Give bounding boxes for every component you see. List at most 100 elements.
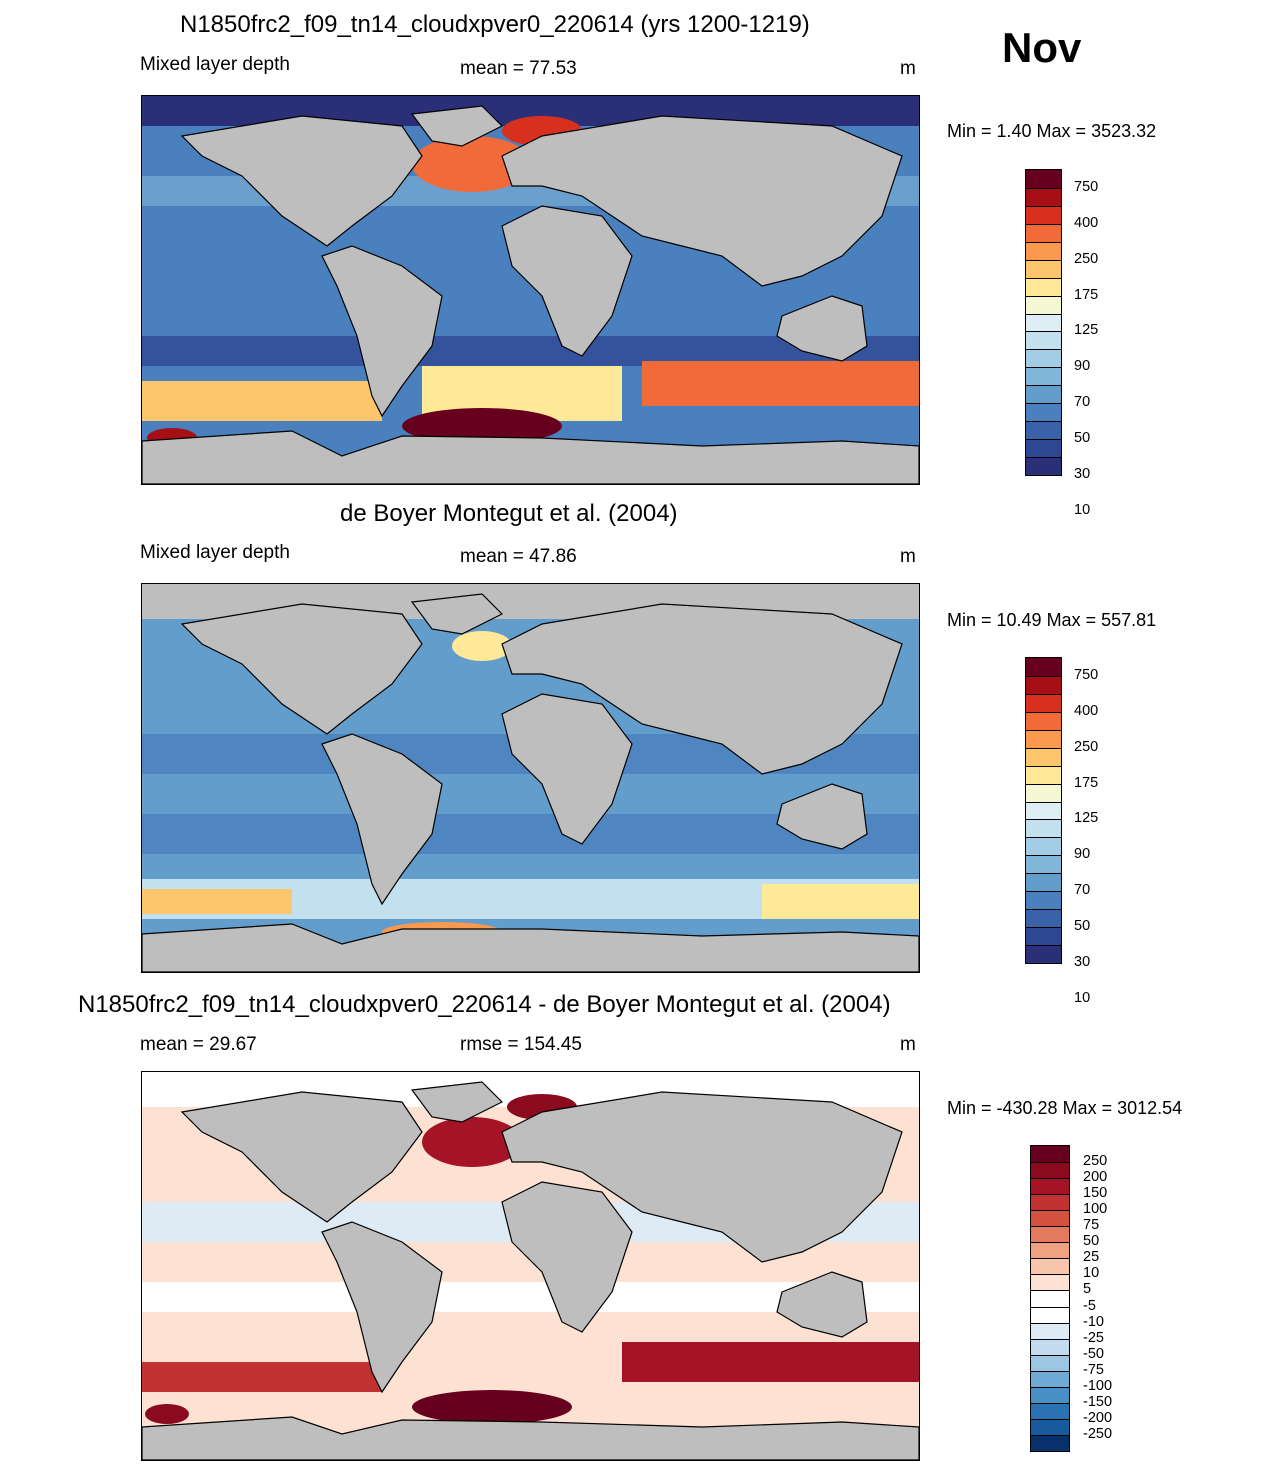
colorbar-tick-label: 250 bbox=[1074, 250, 1099, 267]
colorbar-tick-label: 125 bbox=[1074, 810, 1099, 827]
panel-3-unit-label: m bbox=[900, 1034, 916, 1055]
colorbar-swatch bbox=[1031, 1258, 1069, 1275]
panel-2-title: de Boyer Montegut et al. (2004) bbox=[340, 500, 678, 527]
colorbar-swatch bbox=[1026, 259, 1061, 278]
colorbar-tick-label: -25 bbox=[1083, 1329, 1104, 1346]
colorbar-swatch bbox=[1026, 819, 1061, 838]
panel-3-colorbar bbox=[1030, 1145, 1070, 1452]
panel-2-minmax: Min = 10.49 Max = 557.81 bbox=[947, 610, 1157, 630]
panel-3-map bbox=[141, 1071, 920, 1461]
colorbar-swatch bbox=[1026, 711, 1061, 730]
colorbar-tick-label: 10 bbox=[1074, 501, 1091, 518]
colorbar-tick-label: 75 bbox=[1083, 1217, 1100, 1234]
panel-3-mean-label: mean = 29.67 bbox=[140, 1034, 257, 1055]
colorbar-tick-label: 125 bbox=[1074, 322, 1099, 339]
colorbar-swatch bbox=[1031, 1386, 1069, 1403]
colorbar-swatch bbox=[1026, 403, 1061, 422]
colorbar-swatch bbox=[1026, 891, 1061, 910]
colorbar-swatch bbox=[1026, 367, 1061, 386]
colorbar-tick-label: 50 bbox=[1083, 1233, 1100, 1250]
colorbar-swatch bbox=[1026, 313, 1061, 332]
colorbar-swatch bbox=[1026, 801, 1061, 820]
colorbar-swatch bbox=[1026, 873, 1061, 892]
panel-2-colorbar bbox=[1025, 657, 1062, 964]
panel-1-minmax: Min = 1.40 Max = 3523.32 bbox=[947, 121, 1157, 141]
colorbar-swatch bbox=[1026, 693, 1061, 712]
colorbar-tick-label: -200 bbox=[1083, 1409, 1113, 1426]
colorbar-swatch bbox=[1026, 205, 1061, 224]
colorbar-tick-label: 90 bbox=[1074, 846, 1091, 863]
colorbar-tick-label: 50 bbox=[1074, 430, 1091, 447]
panel-2-map bbox=[141, 583, 920, 973]
panel-1-map bbox=[141, 95, 920, 485]
panel-1-title: N1850frc2_f09_tn14_cloudxpver0_220614 (y… bbox=[180, 11, 810, 38]
colorbar-swatch bbox=[1031, 1290, 1069, 1307]
colorbar-tick-label: 150 bbox=[1083, 1185, 1108, 1202]
colorbar-swatch bbox=[1026, 349, 1061, 368]
colorbar-swatch bbox=[1026, 277, 1061, 296]
colorbar-swatch bbox=[1031, 1338, 1069, 1355]
colorbar-swatch bbox=[1031, 1210, 1069, 1227]
colorbar-swatch bbox=[1031, 1146, 1069, 1163]
colorbar-tick-label: 200 bbox=[1083, 1169, 1108, 1186]
colorbar-tick-label: 50 bbox=[1074, 918, 1091, 935]
colorbar-swatch bbox=[1026, 837, 1061, 856]
colorbar-swatch bbox=[1026, 729, 1061, 748]
colorbar-tick-label: 175 bbox=[1074, 774, 1099, 791]
colorbar-swatch bbox=[1026, 457, 1061, 475]
colorbar-swatch bbox=[1026, 909, 1061, 928]
colorbar-swatch bbox=[1031, 1354, 1069, 1371]
colorbar-swatch bbox=[1026, 783, 1061, 802]
colorbar-swatch bbox=[1031, 1402, 1069, 1419]
colorbar-tick-label: 750 bbox=[1074, 666, 1099, 683]
colorbar-swatch bbox=[1031, 1162, 1069, 1179]
panel-2-unit-label: m bbox=[900, 546, 916, 567]
colorbar-swatch bbox=[1026, 945, 1061, 963]
colorbar-swatch bbox=[1026, 385, 1061, 404]
colorbar-swatch bbox=[1026, 421, 1061, 440]
colorbar-tick-label: -75 bbox=[1083, 1361, 1104, 1378]
colorbar-swatch bbox=[1026, 747, 1061, 766]
colorbar-swatch bbox=[1026, 675, 1061, 694]
panel-1-mean-label: mean = 77.53 bbox=[460, 58, 577, 79]
colorbar-swatch bbox=[1031, 1242, 1069, 1259]
colorbar-swatch bbox=[1031, 1322, 1069, 1339]
colorbar-tick-label: 750 bbox=[1074, 178, 1099, 195]
colorbar-tick-label: -10 bbox=[1083, 1313, 1104, 1330]
panel-3-rmse-label: rmse = 154.45 bbox=[460, 1034, 582, 1055]
colorbar-tick-label: 30 bbox=[1074, 954, 1091, 970]
colorbar-tick-label: 70 bbox=[1074, 394, 1091, 411]
colorbar-swatch bbox=[1026, 765, 1061, 784]
colorbar-tick-label: 10 bbox=[1074, 989, 1091, 1006]
colorbar-swatch bbox=[1026, 223, 1061, 242]
colorbar-tick-label: 400 bbox=[1074, 702, 1099, 719]
colorbar-swatch bbox=[1031, 1194, 1069, 1211]
colorbar-swatch bbox=[1026, 170, 1061, 188]
colorbar-tick-label: 100 bbox=[1083, 1201, 1108, 1218]
colorbar-tick-label: 90 bbox=[1074, 358, 1091, 375]
colorbar-swatch bbox=[1026, 241, 1061, 260]
colorbar-tick-label: 250 bbox=[1074, 738, 1099, 755]
month-label: Nov bbox=[1002, 24, 1082, 71]
colorbar-tick-label: 250 bbox=[1083, 1153, 1108, 1170]
colorbar-tick-label: -50 bbox=[1083, 1345, 1104, 1362]
colorbar-swatch bbox=[1031, 1274, 1069, 1291]
colorbar-tick-label: 10 bbox=[1083, 1265, 1100, 1282]
colorbar-tick-label: -150 bbox=[1083, 1393, 1113, 1410]
colorbar-swatch bbox=[1031, 1370, 1069, 1387]
colorbar-swatch bbox=[1026, 331, 1061, 350]
colorbar-swatch bbox=[1026, 295, 1061, 314]
colorbar-swatch bbox=[1026, 927, 1061, 946]
colorbar-swatch bbox=[1026, 658, 1061, 676]
colorbar-tick-label: 70 bbox=[1074, 882, 1091, 899]
colorbar-tick-label: -100 bbox=[1083, 1377, 1113, 1394]
panel-1-unit-label: m bbox=[900, 58, 916, 79]
colorbar-swatch bbox=[1031, 1178, 1069, 1195]
colorbar-tick-label: 175 bbox=[1074, 286, 1099, 303]
colorbar-swatch bbox=[1026, 187, 1061, 206]
colorbar-swatch bbox=[1031, 1434, 1069, 1451]
panel-3-title: N1850frc2_f09_tn14_cloudxpver0_220614 - … bbox=[78, 991, 891, 1018]
colorbar-tick-label: 400 bbox=[1074, 214, 1099, 231]
colorbar-swatch bbox=[1026, 439, 1061, 458]
colorbar-swatch bbox=[1031, 1418, 1069, 1435]
